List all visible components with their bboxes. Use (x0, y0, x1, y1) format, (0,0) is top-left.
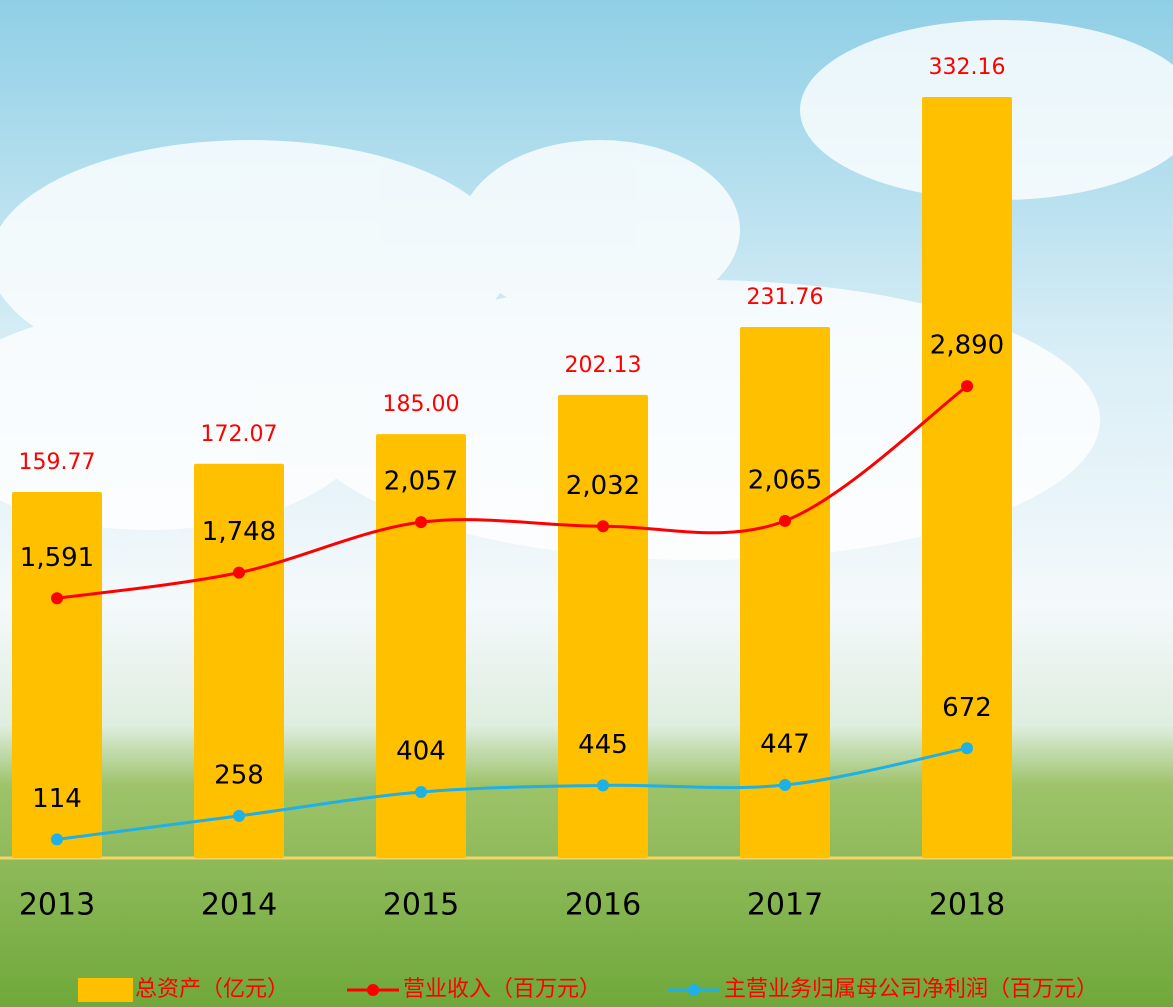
line-point (233, 810, 245, 822)
line-value-label: 114 (32, 784, 82, 814)
legend-swatch (78, 978, 133, 1002)
line-value-label: 258 (214, 760, 264, 790)
x-tick-label: 2017 (747, 888, 823, 923)
legend-swatch (367, 984, 379, 996)
bar (740, 327, 830, 858)
legend-label: 营业收入（百万元） (403, 977, 601, 1002)
bar-value-label: 159.77 (19, 450, 96, 475)
legend-swatch (688, 984, 700, 996)
bar-value-label: 231.76 (747, 285, 824, 310)
legend-label: 主营业务归属母公司净利润（百万元） (724, 977, 1098, 1002)
line-point (415, 516, 427, 528)
line-point (597, 779, 609, 791)
line-value-label: 404 (396, 737, 446, 767)
line-value-label: 1,591 (20, 543, 94, 573)
line-point (779, 779, 791, 791)
line-point (51, 592, 63, 604)
line-point (597, 520, 609, 532)
line-value-label: 447 (760, 730, 810, 760)
x-tick-label: 2013 (19, 888, 95, 923)
line-point (779, 515, 791, 527)
x-tick-label: 2016 (565, 888, 641, 923)
line-value-label: 445 (578, 730, 628, 760)
x-tick-label: 2018 (929, 888, 1005, 923)
chart: 2013 2014 2015 2016 2017 2018 159.77 172.07 185.… (0, 0, 1173, 1007)
x-tick-label: 2014 (201, 888, 277, 923)
line-value-label: 2,057 (384, 467, 458, 497)
line-value-label: 2,032 (566, 471, 640, 501)
line-point (233, 567, 245, 579)
line-point (415, 786, 427, 798)
line-point (961, 380, 973, 392)
line-value-label: 672 (942, 693, 992, 723)
bar-value-label: 185.00 (383, 392, 460, 417)
bar-value-label: 332.16 (929, 55, 1006, 80)
line-value-label: 1,748 (202, 517, 276, 547)
line-point (961, 742, 973, 754)
legend-label: 总资产（亿元） (135, 977, 289, 1002)
line-point (51, 833, 63, 845)
line-value-label: 2,065 (748, 465, 822, 495)
line-value-label: 2,890 (930, 331, 1004, 361)
bar-value-label: 172.07 (201, 422, 278, 447)
x-tick-label: 2015 (383, 888, 459, 923)
bar-value-label: 202.13 (565, 353, 642, 378)
